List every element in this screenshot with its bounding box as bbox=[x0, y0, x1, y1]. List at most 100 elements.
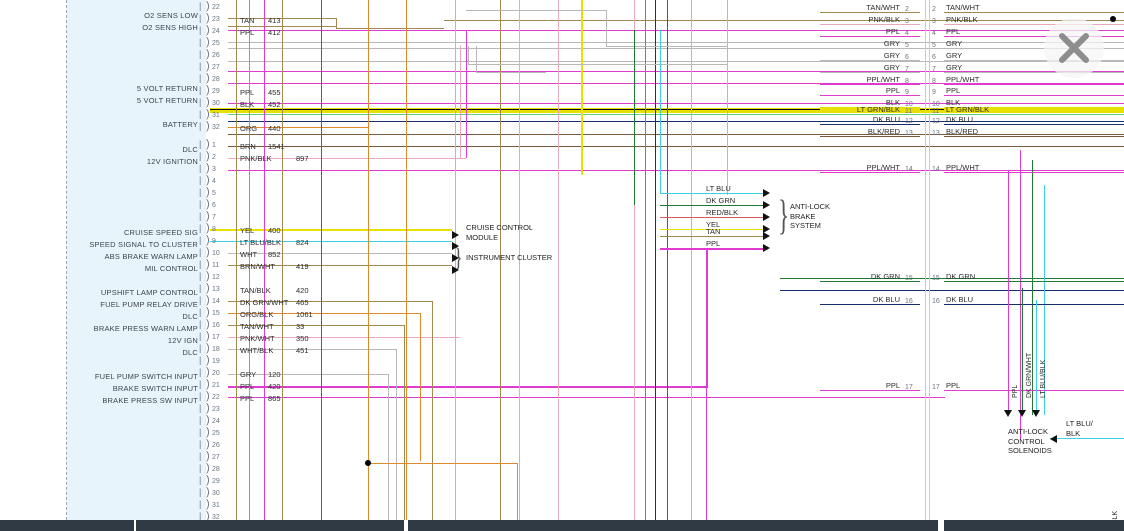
signal-name-label: DLC bbox=[182, 145, 198, 154]
connector-bracket: ) bbox=[206, 162, 210, 174]
solenoid-feed-label: PPL bbox=[1012, 384, 1019, 398]
connector-pin-number: 4 bbox=[905, 30, 909, 37]
signal-name-label: FUEL PUMP RELAY DRIVE bbox=[100, 300, 198, 309]
abs-wire-arrow bbox=[763, 213, 770, 221]
circuit-number-label: 452 bbox=[268, 100, 281, 109]
bus-wire-2 bbox=[444, 20, 1124, 21]
connector-pin-number: 9 bbox=[932, 89, 936, 96]
instrument-cluster-arrow-3 bbox=[452, 266, 459, 274]
connector-pin-number: 6 bbox=[932, 54, 936, 61]
pin-number: 21 bbox=[212, 382, 220, 389]
bus-wire-16 bbox=[228, 134, 1124, 135]
connector-bracket: ) bbox=[206, 186, 210, 198]
elbow-v-4 bbox=[420, 313, 421, 461]
connector-tick: | bbox=[199, 37, 202, 47]
connector-tick: | bbox=[199, 61, 202, 71]
connA-stub-4 bbox=[820, 60, 920, 61]
connector-bracket: ) bbox=[206, 96, 210, 108]
wire-color-label: PNK/BLK bbox=[240, 154, 272, 163]
connector-pin-number: 15 bbox=[932, 275, 940, 282]
connector-wire-label: BLK/RED bbox=[946, 127, 979, 136]
connector-bracket: ) bbox=[206, 450, 210, 462]
connector-wire-label: PPL bbox=[946, 381, 961, 390]
connector-wire-label: PPL bbox=[946, 86, 961, 95]
wire-color-label: PPL bbox=[240, 28, 255, 37]
connector-pin-number: 11 bbox=[932, 108, 940, 115]
circuit-number-label: 120 bbox=[268, 370, 281, 379]
pin-number: 25 bbox=[212, 40, 220, 47]
wire-color-label: YEL bbox=[240, 226, 255, 235]
connector-bracket: ) bbox=[206, 84, 210, 96]
signal-name-label: DLC bbox=[182, 348, 198, 357]
pin-number: 31 bbox=[212, 502, 220, 509]
connector-pin-number: 13 bbox=[932, 130, 940, 137]
connector-tick: | bbox=[199, 235, 202, 245]
pin-number: 32 bbox=[212, 124, 220, 131]
signal-name-label: BRAKE SWITCH INPUT bbox=[112, 384, 198, 393]
connector-wire-label: GRY bbox=[883, 63, 900, 72]
pin-number: 27 bbox=[212, 454, 220, 461]
abs-line2: BRAKE bbox=[790, 211, 816, 221]
connector-tick: | bbox=[199, 487, 202, 497]
signal-name-label: BATTERY bbox=[162, 120, 198, 129]
connector-tick: | bbox=[199, 379, 202, 389]
connA-stub-5 bbox=[820, 72, 920, 73]
connector-pin-number: 10 bbox=[932, 101, 940, 108]
elbow-v-30 bbox=[558, 0, 559, 531]
bus-wire-31 bbox=[228, 397, 945, 398]
connector-wire-label: GRY bbox=[946, 51, 963, 60]
connector-bracket: ) bbox=[206, 282, 210, 294]
abs-wire-0 bbox=[660, 193, 765, 194]
solenoid-feed-label: LT BLU/BLK bbox=[1040, 359, 1047, 398]
abs-wire-arrow bbox=[763, 189, 770, 197]
bus-wire-19 bbox=[210, 241, 452, 242]
connector-tick: | bbox=[199, 271, 202, 281]
connector-wire-label: PNK/BLK bbox=[946, 15, 978, 24]
close-button[interactable] bbox=[1044, 18, 1104, 78]
pin-number: 14 bbox=[212, 298, 220, 305]
connB-stub-1 bbox=[944, 24, 1124, 25]
signal-name-label: 5 VOLT RETURN bbox=[136, 96, 198, 105]
connector-bracket: ) bbox=[206, 174, 210, 186]
instrument-cluster-arrow-2 bbox=[452, 254, 459, 262]
connector-bracket: ) bbox=[206, 402, 210, 414]
elbow-v-25 bbox=[264, 0, 265, 531]
connector-bracket: ) bbox=[206, 72, 210, 84]
connector-wire-label: LT GRN/BLK bbox=[946, 105, 990, 114]
circuit-number-label: 440 bbox=[268, 124, 281, 133]
elbow-v-27 bbox=[236, 0, 237, 531]
connector-tick: | bbox=[199, 25, 202, 35]
ccm-line2: MODULE bbox=[466, 232, 499, 242]
bus-wire-3 bbox=[228, 103, 1124, 104]
signal-name-label: FUEL PUMP SWITCH INPUT bbox=[94, 372, 198, 381]
abs-wire-arrow bbox=[763, 232, 770, 240]
connector-pin-number: 13 bbox=[905, 130, 913, 137]
connector-separator-2 bbox=[929, 0, 930, 520]
connector-wire-label: PPL/WHT bbox=[946, 75, 980, 84]
circuit-number-label: 419 bbox=[296, 262, 309, 271]
connA-stub-12 bbox=[820, 172, 920, 173]
connector-pin-number: 10 bbox=[905, 101, 913, 108]
pin-number: 18 bbox=[212, 346, 220, 353]
wire-color-label: DK GRN/WHT bbox=[240, 298, 289, 307]
connector-wire-label: PPL/WHT bbox=[866, 75, 900, 84]
connector-tick: | bbox=[199, 259, 202, 269]
bus-wire-13 bbox=[228, 83, 1124, 84]
connector-tick: | bbox=[199, 97, 202, 107]
orange-branch bbox=[368, 463, 518, 464]
connector-pin-number: 14 bbox=[905, 166, 913, 173]
elbow-v-31 bbox=[1020, 150, 1021, 440]
connector-bracket: ) bbox=[206, 474, 210, 486]
bottom-bar-gap-2 bbox=[404, 520, 408, 531]
pin-number: 11 bbox=[212, 262, 220, 269]
connector-wire-label: DK GRN bbox=[946, 272, 976, 281]
signal-name-label: O2 SENS LOW bbox=[144, 11, 198, 20]
connector-tick: | bbox=[199, 109, 202, 119]
abs-wire-label: DK GRN bbox=[706, 196, 736, 205]
wire-color-label: PNK/WHT bbox=[240, 334, 275, 343]
connector-pin-number: 17 bbox=[905, 384, 913, 391]
elbow-v-12 bbox=[466, 30, 467, 158]
bus-wire-1 bbox=[228, 30, 1124, 31]
connector-bracket: ) bbox=[206, 138, 210, 150]
bottom-scrollbar-track[interactable] bbox=[0, 520, 1124, 531]
